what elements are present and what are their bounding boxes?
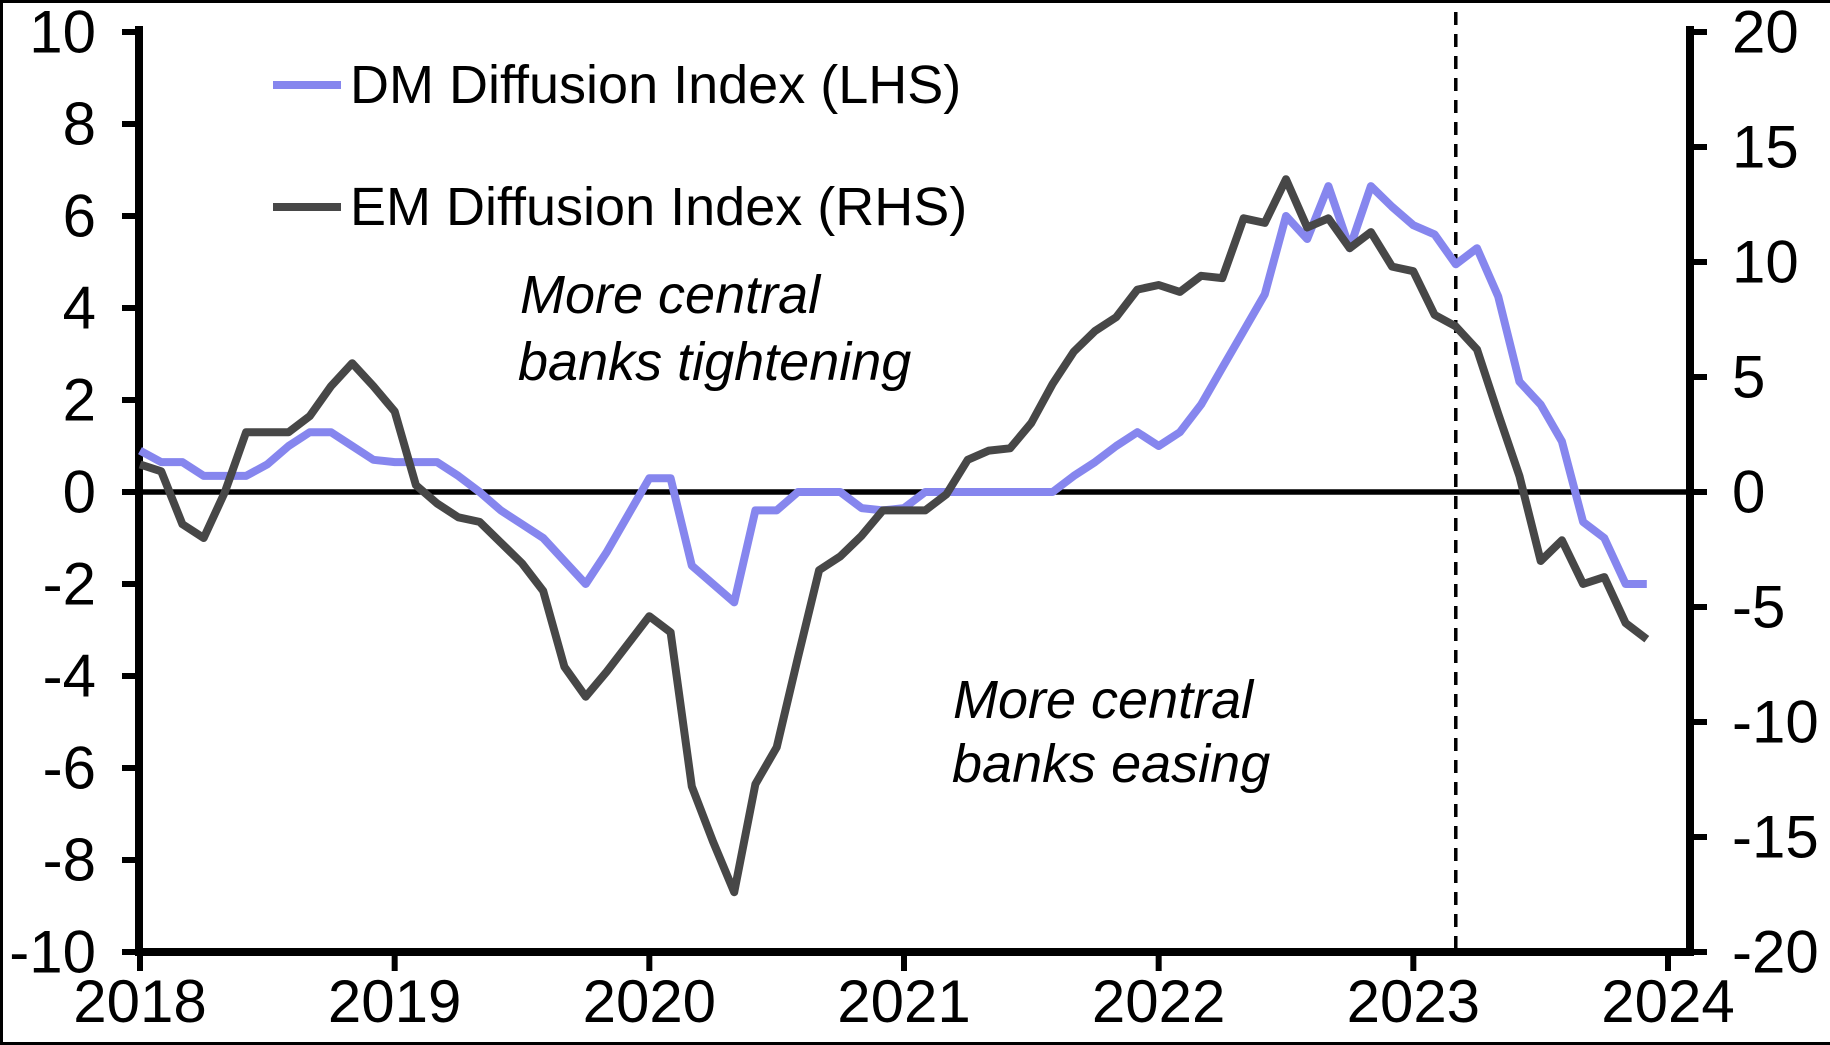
annotation-easing-line-1: More central <box>953 670 1255 730</box>
x-axis-tick-label: 2024 <box>1601 968 1734 1035</box>
right-axis-tick-label: 5 <box>1732 344 1765 411</box>
annotation-easing-line-2: banks easing <box>952 734 1270 794</box>
x-axis-tick-label: 2023 <box>1347 968 1480 1035</box>
x-axis-tick-label: 2022 <box>1092 968 1225 1035</box>
annotation-tightening: More central banks tightening <box>518 265 911 392</box>
legend-label-em: EM Diffusion Index (RHS) <box>350 177 967 237</box>
left-axis-tick-label: 2 <box>63 367 96 434</box>
left-axis-tick-label: -4 <box>43 643 96 710</box>
x-axis-tick-label: 2021 <box>837 968 970 1035</box>
data-series <box>138 175 1650 897</box>
axes: 1086420-2-4-6-8-1020151050-5-10-15-20201… <box>9 0 1818 1035</box>
left-axis-tick-label: -2 <box>43 551 96 618</box>
right-axis-tick-label: -15 <box>1732 804 1819 871</box>
dm-diffusion-line <box>138 182 1647 607</box>
left-axis-tick-label: 6 <box>63 183 96 250</box>
x-axis-tick-label: 2020 <box>583 968 716 1035</box>
annotation-easing: More central banks easing <box>952 670 1270 794</box>
x-axis-tick-label: 2018 <box>73 968 206 1035</box>
left-axis-tick-label: 10 <box>29 0 96 66</box>
annotation-tightening-line-1: More central <box>520 265 822 325</box>
legend-label-dm: DM Diffusion Index (LHS) <box>350 55 961 115</box>
em-diffusion-line <box>138 175 1650 897</box>
left-axis-tick-label: -6 <box>43 735 96 802</box>
right-axis-tick-label: -20 <box>1732 919 1819 986</box>
left-axis-tick-label: -10 <box>9 919 96 986</box>
right-axis-tick-label: 0 <box>1732 459 1765 526</box>
right-axis-tick-label: 20 <box>1732 0 1799 66</box>
left-axis-tick-label: -8 <box>43 827 96 894</box>
left-axis-tick-label: 4 <box>63 275 96 342</box>
legend: DM Diffusion Index (LHS) EM Diffusion In… <box>273 55 967 237</box>
right-axis-tick-label: 10 <box>1732 229 1799 296</box>
right-axis-tick-label: -10 <box>1732 689 1819 756</box>
x-axis-tick-label: 2019 <box>328 968 461 1035</box>
right-axis-tick-label: -5 <box>1732 574 1785 641</box>
left-axis-tick-label: 0 <box>63 459 96 526</box>
annotation-tightening-line-2: banks tightening <box>518 332 911 392</box>
right-axis-tick-label: 15 <box>1732 114 1799 181</box>
left-axis-tick-label: 8 <box>63 91 96 158</box>
